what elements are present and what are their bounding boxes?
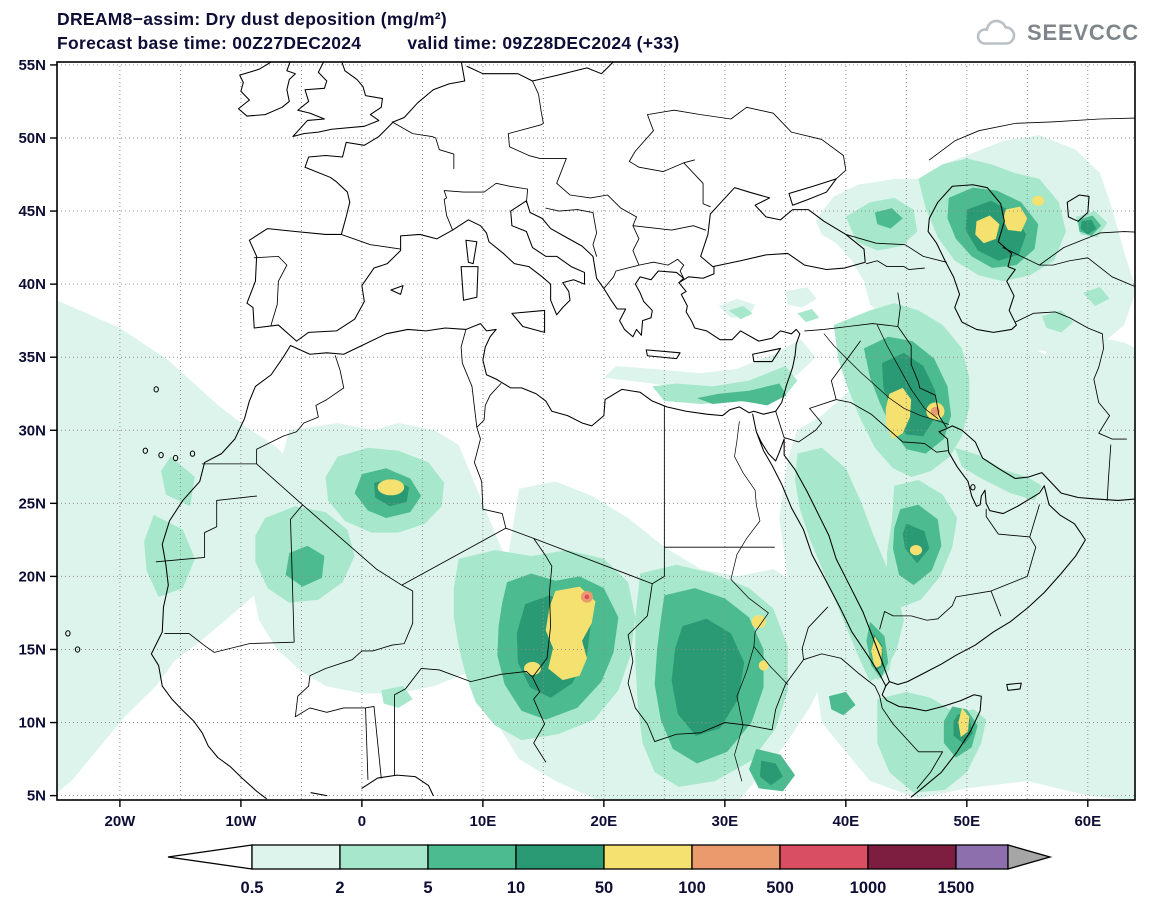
forecast-base-time: Forecast base time: 00Z27DEC2024 — [57, 32, 362, 53]
lon-tick-label: 20W — [104, 813, 136, 830]
colorbar-segment — [515, 844, 605, 870]
island-dot — [154, 387, 158, 392]
lon-tick-label: 10W — [225, 813, 257, 830]
borders-eurasia — [254, 81, 1154, 629]
plot-frame — [56, 61, 1136, 801]
island-dot — [66, 631, 70, 636]
lat-tick-label: 45N — [18, 203, 46, 220]
map-subtitle: Forecast base time: 00Z27DEC2024 valid ti… — [57, 32, 679, 56]
axis-labels: 20W 10W 0 10E 20E 30E 40E 50E 60E 5N 10N 15N 20N 25N 3… — [18, 57, 1101, 830]
valid-time: valid time: 09Z28DEC2024 (+33) — [407, 32, 680, 53]
colorbar-label: 50 — [595, 879, 613, 897]
basemap-lines — [66, 61, 1155, 799]
header: DREAM8−assim: Dry dust deposition (mg/m²… — [57, 8, 679, 55]
lon-tick-label: 50E — [953, 813, 980, 830]
lat-tick-label: 30N — [18, 422, 46, 439]
coastline-north-africa — [291, 324, 776, 426]
coastline-caspian-aral — [928, 185, 1089, 333]
logo-text: SEEVCCC — [1027, 20, 1139, 45]
colorbar-label: 1000 — [850, 879, 887, 897]
colorbar-arrow-right — [1007, 844, 1053, 870]
colorbar-label: 500 — [766, 879, 794, 897]
colorbar-segment — [251, 844, 341, 870]
island-dot — [159, 452, 163, 457]
lat-tick-label: 10N — [18, 715, 46, 732]
colorbar-label: 10 — [507, 879, 525, 897]
coastline-british-isles — [238, 61, 382, 137]
lon-tick-label: 10E — [470, 813, 497, 830]
colorbar-segment — [427, 844, 517, 870]
colorbar: 0.5 2 5 10 50 100 500 1000 1500 — [167, 844, 1053, 897]
colorbar-segment — [955, 844, 1009, 870]
seevccc-logo: SEEVCCC — [973, 18, 1139, 48]
coastline-europe-atlantic — [247, 61, 615, 342]
coastline-horn-of-africa — [882, 686, 981, 797]
coastline-arabia-gulf — [889, 426, 1154, 685]
borders-africa — [156, 329, 942, 788]
lat-tick-label: 20N — [18, 568, 46, 585]
colorbar-label: 0.5 — [241, 879, 264, 897]
colorbar-segment — [339, 844, 429, 870]
colorbar-label: 1500 — [938, 879, 975, 897]
coastline-mediterranean-north — [297, 201, 714, 341]
dust-contour-fills — [57, 135, 1135, 800]
lat-tick-label: 40N — [18, 276, 46, 293]
island-dot — [971, 485, 975, 490]
lon-tick-label: 60E — [1074, 813, 1101, 830]
lon-tick-label: 40E — [832, 813, 859, 830]
lat-tick-label: 5N — [27, 788, 46, 805]
island-dot — [143, 448, 147, 453]
island-dot — [173, 455, 177, 460]
lon-tick-label: 0 — [358, 813, 366, 830]
coastline-islands — [391, 240, 1021, 690]
lat-tick-label: 50N — [18, 130, 46, 147]
rivers — [731, 325, 949, 781]
lon-tick-label: 20E — [591, 813, 618, 830]
lon-tick-label: 30E — [712, 813, 739, 830]
colorbar-arrow-left — [167, 844, 253, 870]
coastline-west-africa — [151, 346, 433, 799]
lat-tick-label: 55N — [18, 57, 46, 74]
colorbar-label: 2 — [335, 879, 344, 897]
map-title: DREAM8−assim: Dry dust deposition (mg/m²… — [57, 9, 448, 29]
colorbar-label: 100 — [678, 879, 706, 897]
forecast-map: 20W 10W 0 10E 20E 30E 40E 50E 60E 5N 10N 15N 20N 25N 3… — [18, 57, 1155, 830]
island-dot — [75, 647, 79, 652]
coastline-red-sea — [753, 414, 890, 686]
colorbar-segment — [691, 844, 781, 870]
colorbar-segment — [779, 844, 869, 870]
coastline-levant-turkey — [679, 283, 800, 412]
lat-tick-label: 35N — [18, 349, 46, 366]
island-dot — [190, 451, 194, 456]
colorbar-label: 5 — [423, 879, 432, 897]
cloud-icon — [976, 19, 1016, 45]
colorbar-segment — [603, 844, 693, 870]
colorbar-segment — [867, 844, 957, 870]
lat-tick-label: 15N — [18, 641, 46, 658]
lat-tick-label: 25N — [18, 495, 46, 512]
